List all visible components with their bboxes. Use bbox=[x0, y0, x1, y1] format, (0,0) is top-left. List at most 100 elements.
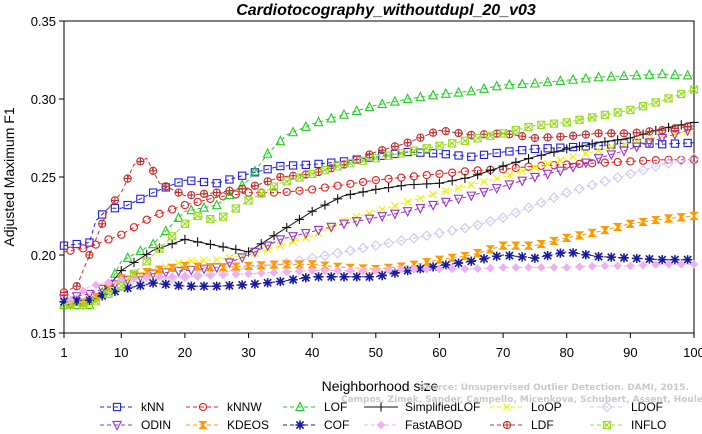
point-LDF-27 bbox=[225, 186, 234, 195]
point-COF-29 bbox=[237, 280, 247, 290]
point-INFLO-94 bbox=[651, 98, 660, 107]
point-kNNW-8 bbox=[104, 235, 113, 244]
series-line-LOF bbox=[64, 73, 695, 306]
point-COF-51 bbox=[377, 270, 387, 281]
point-ODIN-87 bbox=[606, 150, 617, 161]
point-SimplifiedLOF-28 bbox=[231, 244, 241, 254]
point-COF-39 bbox=[301, 273, 311, 283]
point-ODIN-53 bbox=[389, 209, 400, 220]
point-LDF-97 bbox=[670, 124, 680, 133]
point-kNN-1 bbox=[59, 241, 69, 250]
point-LDF-93 bbox=[645, 127, 654, 136]
point-LoOP-57 bbox=[416, 194, 425, 203]
point-SimplifiedLOF-40 bbox=[307, 206, 317, 216]
point-ODIN-93 bbox=[644, 138, 655, 149]
point-FastABOD-18 bbox=[167, 272, 177, 282]
point-kNNW-4 bbox=[78, 244, 88, 253]
point-LOF-53 bbox=[389, 95, 400, 106]
legend-marker-kNNW bbox=[198, 402, 208, 412]
point-LoOP-27 bbox=[225, 253, 234, 262]
point-FastABOD-74 bbox=[524, 263, 533, 272]
point-kNNW-78 bbox=[549, 160, 559, 170]
series-FastABOD bbox=[63, 260, 699, 306]
point-kNNW-94 bbox=[651, 156, 660, 165]
point-SimplifiedLOF-50 bbox=[371, 184, 381, 195]
point-LoOP-43 bbox=[327, 222, 336, 231]
point-LDF-1 bbox=[59, 288, 69, 297]
point-LDOF-52 bbox=[383, 237, 394, 249]
point-COF-61 bbox=[441, 260, 451, 270]
point-LDOF-66 bbox=[472, 219, 484, 231]
point-FastABOD-94 bbox=[651, 260, 661, 269]
point-ODIN-49 bbox=[364, 214, 375, 225]
point-LOF-11 bbox=[122, 251, 133, 262]
point-COF-59 bbox=[428, 262, 438, 272]
point-SimplifiedLOF-10 bbox=[116, 266, 126, 276]
point-SimplifiedLOF-46 bbox=[345, 189, 355, 200]
point-COF-21 bbox=[186, 281, 196, 291]
point-LOF-9 bbox=[109, 267, 120, 278]
point-SimplifiedLOF-36 bbox=[282, 222, 292, 233]
point-INFLO-32 bbox=[257, 189, 266, 198]
point-KDEOS-74 bbox=[523, 241, 534, 250]
point-LDF-7 bbox=[98, 219, 107, 228]
point-LoOP-35 bbox=[276, 241, 285, 250]
point-FastABOD-52 bbox=[384, 265, 393, 275]
point-kNNW-36 bbox=[282, 187, 291, 197]
point-LDOF-58 bbox=[421, 230, 433, 242]
point-LoOP-61 bbox=[441, 187, 450, 196]
point-kNNW-52 bbox=[384, 174, 393, 184]
point-FastABOD-10 bbox=[116, 275, 126, 285]
point-KDEOS-96 bbox=[663, 214, 674, 223]
point-ODIN-39 bbox=[300, 229, 311, 239]
legend-item-ODIN: ODIN bbox=[100, 418, 171, 432]
point-FastABOD-88 bbox=[613, 261, 622, 271]
point-FastABOD-48 bbox=[358, 266, 368, 275]
point-ODIN-35 bbox=[275, 235, 286, 246]
point-LOF-13 bbox=[135, 245, 146, 256]
point-kNNW-38 bbox=[295, 186, 304, 195]
point-INFLO-64 bbox=[460, 136, 470, 145]
point-FastABOD-82 bbox=[575, 262, 584, 272]
point-COF-53 bbox=[390, 268, 400, 278]
point-ODIN-23 bbox=[199, 264, 209, 275]
point-COF-47 bbox=[352, 272, 362, 282]
point-kNNW-92 bbox=[638, 156, 648, 165]
point-FastABOD-50 bbox=[371, 266, 381, 275]
point-kNN-27 bbox=[225, 175, 234, 184]
point-SimplifiedLOF-64 bbox=[460, 173, 470, 183]
point-ODIN-83 bbox=[580, 158, 591, 169]
point-LOF-85 bbox=[593, 71, 604, 82]
point-LDOF-82 bbox=[574, 183, 585, 195]
point-FastABOD-54 bbox=[396, 265, 406, 274]
point-LDF-21 bbox=[187, 190, 196, 200]
point-INFLO-76 bbox=[537, 120, 546, 130]
point-LDOF-54 bbox=[395, 235, 407, 247]
point-COF-83 bbox=[581, 250, 591, 260]
point-LDF-23 bbox=[199, 189, 209, 198]
legend-label-FastABOD: FastABOD bbox=[405, 418, 463, 432]
point-LDF-53 bbox=[390, 142, 400, 151]
point-LOF-55 bbox=[402, 93, 413, 104]
point-SimplifiedLOF-58 bbox=[422, 179, 432, 189]
point-LOF-19 bbox=[173, 212, 184, 223]
point-LOF-95 bbox=[657, 68, 668, 79]
point-INFLO-42 bbox=[320, 165, 330, 175]
point-COF-15 bbox=[148, 278, 158, 288]
point-INFLO-18 bbox=[168, 232, 177, 241]
point-INFLO-34 bbox=[269, 182, 279, 191]
point-LDOF-64 bbox=[459, 222, 471, 234]
point-ODIN-67 bbox=[479, 187, 489, 198]
point-LoOP-25 bbox=[212, 255, 221, 264]
point-kNN-9 bbox=[110, 204, 120, 213]
point-ODIN-91 bbox=[631, 142, 642, 153]
point-FastABOD-72 bbox=[511, 263, 521, 272]
point-ODIN-61 bbox=[440, 197, 451, 208]
point-SimplifiedLOF-62 bbox=[447, 176, 457, 186]
point-FastABOD-34 bbox=[269, 268, 279, 277]
point-LDOF-46 bbox=[344, 245, 356, 257]
point-FastABOD-64 bbox=[460, 264, 470, 274]
point-LDF-15 bbox=[148, 166, 158, 175]
point-LDOF-100 bbox=[688, 152, 700, 164]
point-INFLO-50 bbox=[371, 154, 380, 163]
